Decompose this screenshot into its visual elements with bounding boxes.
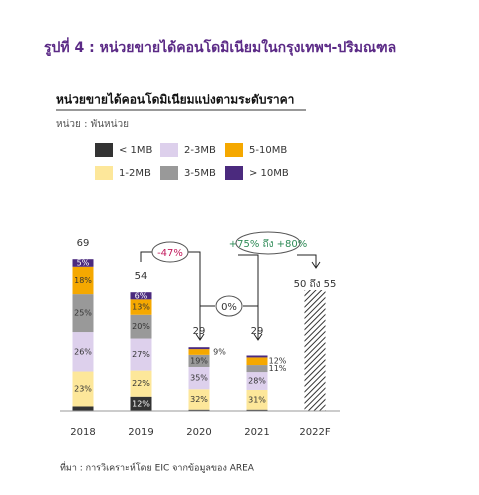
data-label: 11% [269, 364, 287, 373]
data-label: 6% [135, 291, 148, 300]
data-label: 35% [190, 374, 208, 383]
source-note: ที่มา : การวิเคราะห์โดย EIC จากข้อมูลของ… [60, 461, 255, 474]
data-label: 25% [74, 309, 92, 318]
data-label: 12% [269, 357, 287, 366]
data-label: 9% [213, 347, 226, 356]
data-label: 27% [132, 350, 150, 359]
total-label: 29 [251, 326, 264, 337]
bar-segment [130, 292, 152, 300]
data-label: 20% [132, 322, 150, 331]
bar-segment [130, 338, 152, 371]
bar-segment [72, 294, 94, 333]
x-tick-label: 2022F [299, 427, 330, 438]
legend-swatch [225, 166, 243, 180]
total-label: 54 [135, 271, 148, 282]
legend-label: < 1MB [119, 145, 153, 156]
legend-swatch [160, 166, 178, 180]
legend-label: 3-5MB [184, 168, 216, 179]
x-tick-label: 2020 [186, 427, 211, 438]
bar-segment [188, 347, 210, 350]
legend-swatch [95, 143, 113, 157]
bar-segment [188, 349, 210, 355]
bar-segment [246, 365, 268, 373]
unit-label: หน่วย : พันหน่วย [56, 119, 129, 130]
bar-segment [130, 370, 152, 397]
data-label: 23% [74, 384, 92, 393]
legend-swatch [225, 143, 243, 157]
annotation-bubble [215, 295, 243, 317]
bar-segment [246, 357, 268, 366]
data-label: 12% [132, 399, 150, 408]
bar-segment [188, 366, 210, 390]
legend-label: 1-2MB [119, 168, 151, 179]
bar-segment [246, 372, 268, 390]
legend-swatch [160, 143, 178, 157]
x-tick-label: 2019 [128, 427, 153, 438]
chart-title: รูปที่ 4 : หน่วยขายได้คอนโดมิเนียมในกรุง… [44, 37, 396, 56]
annotation-bubble [235, 231, 301, 255]
data-label: 18% [74, 276, 92, 285]
bar-segment [72, 266, 94, 295]
bar-segment [246, 389, 268, 410]
annotation-arrows [140, 251, 321, 341]
data-label: 22% [132, 379, 150, 388]
bar-segment [72, 371, 94, 407]
bar-segment [72, 332, 94, 372]
data-label: 5% [77, 258, 90, 267]
x-tick-label: 2021 [244, 427, 269, 438]
data-label: 32% [190, 395, 208, 404]
legend-label: > 10MB [249, 168, 289, 179]
data-label: 13% [132, 303, 150, 312]
annotation-text: -47% [157, 248, 183, 259]
forecast-bar [304, 290, 326, 411]
data-label: 19% [190, 356, 208, 365]
data-label: 26% [74, 347, 92, 356]
bar-segment [130, 314, 152, 339]
bar-segment [72, 406, 94, 411]
total-label: 69 [77, 238, 90, 249]
bar-segment [130, 396, 152, 411]
legend-label: 5-10MB [249, 145, 287, 156]
bar-segment [130, 299, 152, 315]
annotation-text: +75% ถึง +80% [229, 238, 308, 250]
x-tick-label: 2018 [70, 427, 95, 438]
data-label: 31% [248, 395, 266, 404]
bar-segment [188, 389, 210, 410]
legend-swatch [95, 166, 113, 180]
annotation-bubble [151, 241, 189, 263]
total-label: 29 [193, 326, 206, 337]
bar-segment [246, 409, 268, 411]
bar-segment [188, 354, 210, 367]
annotation-text: 0% [221, 302, 237, 313]
bar-segment [246, 355, 268, 358]
forecast-label: 50 ถึง 55 [294, 278, 337, 290]
legend-label: 2-3MB [184, 145, 216, 156]
chart-subtitle: หน่วยขายได้คอนโดมิเนียมแบ่งตามระดับราคา [56, 92, 294, 107]
bar-segment [72, 259, 94, 267]
data-label: 28% [248, 377, 266, 386]
bar-segment [188, 409, 210, 411]
